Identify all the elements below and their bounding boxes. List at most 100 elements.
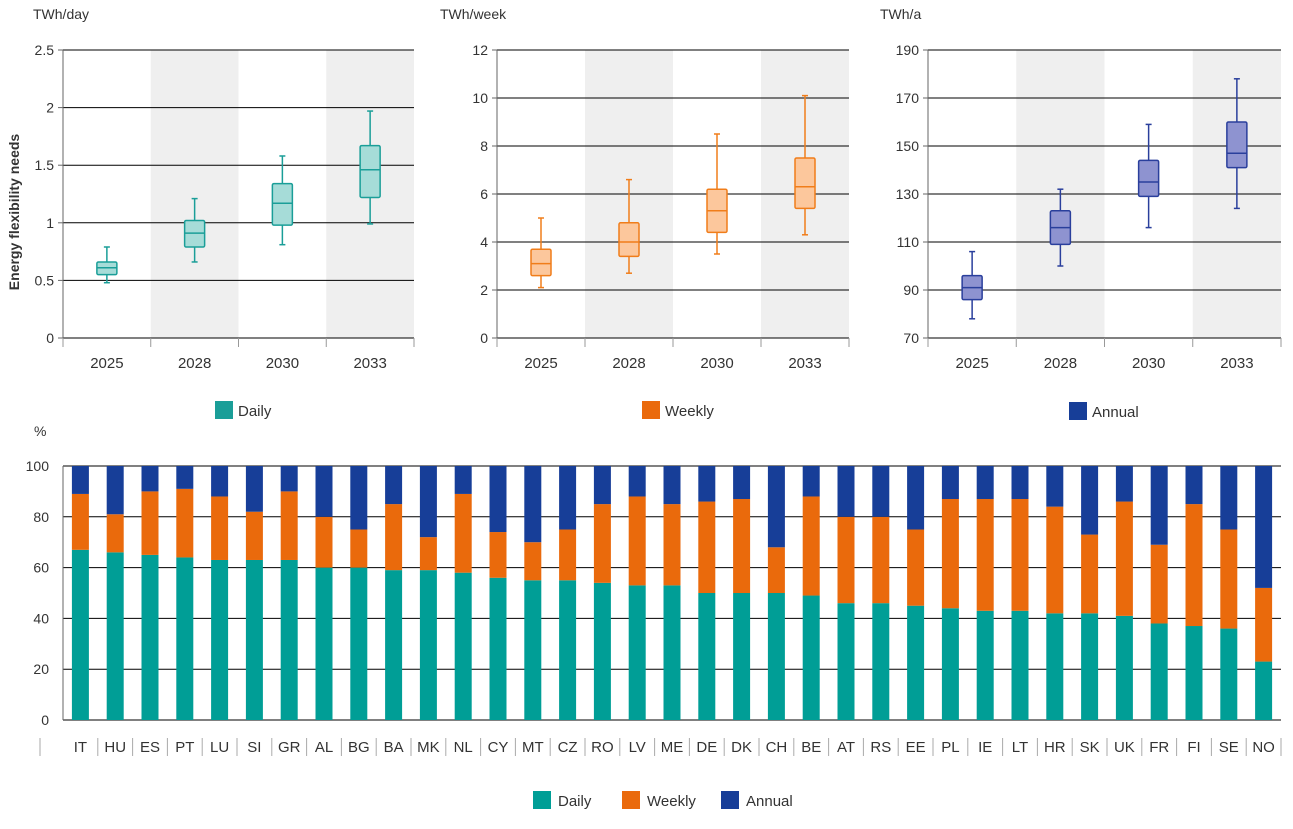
share-xtick-label: SK xyxy=(1080,739,1100,756)
share-xtick-label: CY xyxy=(488,739,509,756)
share-bar-LT-annual xyxy=(1011,466,1029,500)
share-bar-MK-weekly xyxy=(419,537,437,571)
annual-box-2025 xyxy=(961,250,983,320)
share-bar-BA-weekly xyxy=(385,504,403,571)
share-bar-CY-weekly xyxy=(489,532,507,578)
weekly-ytick-label: 8 xyxy=(480,138,488,154)
share-bar-BE-weekly xyxy=(802,496,820,596)
share-bar-SE-daily xyxy=(1220,628,1238,720)
share-xtick-label: BA xyxy=(384,739,404,756)
weekly-box-2030 xyxy=(706,133,728,255)
share-bar-CZ-weekly xyxy=(559,529,577,581)
daily-xtick-label: 2025 xyxy=(90,355,123,372)
share-bar-CY-annual xyxy=(489,466,507,533)
annual-unit-label: TWh/a xyxy=(880,6,921,22)
share-legend-swatch-weekly xyxy=(622,791,640,809)
share-bar-UK-weekly xyxy=(1115,501,1133,616)
share-xtick-label: LU xyxy=(210,739,229,756)
share-bar-RO-weekly xyxy=(593,504,611,583)
daily-ytick-label: 0 xyxy=(46,330,54,346)
share-bar-DK-weekly xyxy=(733,499,751,593)
share-bar-SI-daily xyxy=(245,559,263,720)
annual-iqr-box xyxy=(1226,121,1248,169)
share-bar-FI-annual xyxy=(1185,466,1203,505)
share-xtick-label: HU xyxy=(104,739,126,756)
share-ytick-label: 0 xyxy=(41,712,49,728)
share-bar-AL-daily xyxy=(315,567,333,720)
share-plot-area: 0 20 40 60 80 100 IT HU ES PT LU SI GR AL BG BA MK NL CY MT… xyxy=(26,458,1282,756)
share-bar-NL-weekly xyxy=(454,493,472,573)
share-bar-RS-annual xyxy=(872,466,890,517)
share-xtick-label: SE xyxy=(1219,739,1239,756)
share-xtick-label: RO xyxy=(591,739,614,756)
share-bar-IE-weekly xyxy=(976,499,994,611)
share-bar-RS-weekly xyxy=(872,516,890,604)
weekly-xtick-label: 2028 xyxy=(612,355,645,372)
share-xtick-label: SI xyxy=(247,739,261,756)
share-xtick-label: UK xyxy=(1114,739,1135,756)
share-bar-AT-annual xyxy=(837,466,855,517)
share-bar-ME-annual xyxy=(663,466,681,505)
share-bar-AL-weekly xyxy=(315,516,333,568)
share-bar-BE-annual xyxy=(802,466,820,497)
share-bar-BA-annual xyxy=(385,466,403,505)
share-bar-NL-daily xyxy=(454,572,472,720)
share-bar-EE-daily xyxy=(907,605,925,720)
share-xtick-label: BG xyxy=(348,739,370,756)
daily-ytick-label: 2.5 xyxy=(35,42,55,58)
weekly-legend-label: Weekly xyxy=(665,403,714,420)
share-bar-CZ-daily xyxy=(559,580,577,720)
share-bar-SI-annual xyxy=(245,466,263,512)
annual-iqr-box xyxy=(1137,159,1160,198)
share-bar-HU-weekly xyxy=(106,514,124,553)
share-bar-RS-daily xyxy=(872,603,890,720)
daily-plot-area: 0 0.5 1 1.5 2 2.5 2025 2028 2030 2033 xyxy=(35,42,415,372)
share-ytick-label: 60 xyxy=(33,560,49,576)
share-bar-RO-annual xyxy=(593,466,611,505)
share-unit-label: % xyxy=(34,423,46,439)
annual-plot-area: 70 90 110 130 150 170 190 2025 2028 2030 2033 xyxy=(896,42,1282,372)
share-bar-DK-daily xyxy=(733,593,751,720)
share-bar-HR-daily xyxy=(1046,613,1064,720)
share-bar-BG-annual xyxy=(350,466,368,530)
annual-xtick-label: 2025 xyxy=(955,355,988,372)
share-xtick-label: HR xyxy=(1044,739,1066,756)
share-bar-LT-daily xyxy=(1011,610,1029,720)
share-bar-SI-weekly xyxy=(245,511,263,560)
annual-ytick-label: 90 xyxy=(903,282,919,298)
share-bar-FI-daily xyxy=(1185,626,1203,720)
share-xtick-label: DK xyxy=(731,739,752,756)
share-xtick-label: PL xyxy=(941,739,959,756)
share-legend-swatch-annual xyxy=(721,791,739,809)
share-xtick-label: DE xyxy=(696,739,717,756)
share-bar-ME-weekly xyxy=(663,504,681,586)
weekly-plot-area: 0 2 4 6 8 10 12 2025 2028 2030 2033 xyxy=(472,42,850,372)
share-xtick-label: IE xyxy=(978,739,992,756)
share-legend-label-daily: Daily xyxy=(558,793,592,810)
share-bar-GR-daily xyxy=(280,559,298,720)
weekly-legend: Weekly xyxy=(642,401,714,420)
daily-ytick-label: 1.5 xyxy=(35,157,55,173)
daily-xtick-label: 2030 xyxy=(266,355,299,372)
share-ytick-label: 80 xyxy=(33,509,49,525)
daily-legend: Daily xyxy=(215,401,272,420)
weekly-boxplot-panel: TWh/week 0 2 4 6 8 10 12 2025 2028 2030 2033 Weekl… xyxy=(440,6,850,420)
share-bar-PL-annual xyxy=(941,466,959,500)
share-bar-DE-weekly xyxy=(698,501,716,593)
share-bar-CY-daily xyxy=(489,577,507,720)
share-stacked-bar-panel: % 0 20 40 60 80 100 IT HU ES PT LU SI GR AL BG BA MK NL CY… xyxy=(26,423,1282,810)
share-legend-label-annual: Annual xyxy=(746,793,793,810)
daily-box-2030 xyxy=(271,155,294,246)
weekly-ytick-label: 4 xyxy=(480,234,488,250)
daily-ytick-label: 1 xyxy=(46,215,54,231)
share-bar-SE-weekly xyxy=(1220,529,1238,629)
share-bar-LV-annual xyxy=(628,466,646,497)
share-bar-FR-daily xyxy=(1150,623,1168,720)
share-bar-NO-daily xyxy=(1255,661,1273,720)
share-xtick-label: ES xyxy=(140,739,160,756)
share-bar-PT-daily xyxy=(176,557,194,720)
share-bar-LV-daily xyxy=(628,585,646,720)
share-xtick-label: GR xyxy=(278,739,301,756)
